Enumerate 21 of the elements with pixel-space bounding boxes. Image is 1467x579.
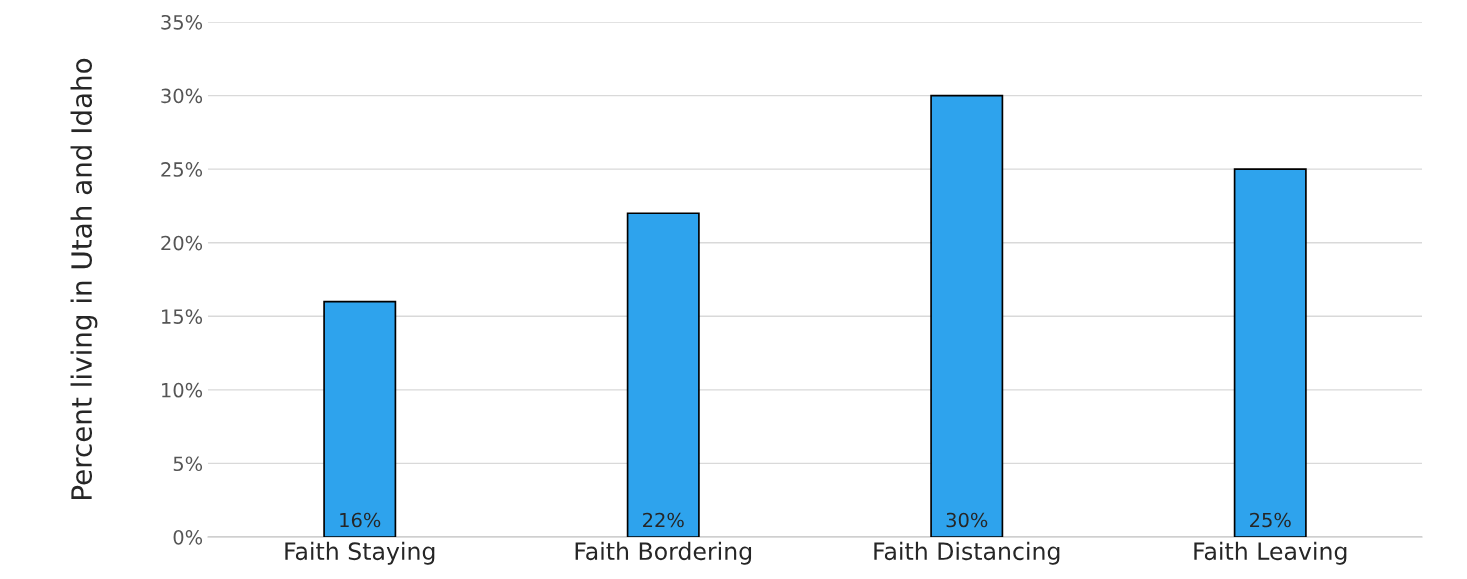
y-tick-label: 5%	[173, 456, 203, 472]
bar	[1233, 168, 1307, 537]
y-tick-label: 35%	[161, 14, 203, 30]
y-axis-title: Percent living in Utah and Idaho	[70, 58, 98, 499]
bar	[930, 94, 1004, 537]
data-label: 22%	[643, 512, 684, 528]
y-tick-label: 30%	[161, 88, 203, 104]
data-label: 16%	[340, 512, 381, 528]
y-tick-label: 20%	[161, 235, 203, 251]
x-tick-label: Faith Distancing	[874, 541, 1060, 565]
x-tick-label: Faith Bordering	[575, 541, 752, 565]
x-tick-label: Faith Staying	[285, 541, 435, 565]
y-tick-label: 15%	[162, 309, 203, 324]
y-tick-label: 0%	[173, 529, 203, 545]
data-label: 25%	[1250, 512, 1291, 528]
x-tick-label: Faith Leaving	[1194, 541, 1347, 565]
data-label: 30%	[946, 512, 988, 528]
y-tick-label: 25%	[161, 162, 203, 177]
y-tick-label: 10%	[162, 382, 203, 398]
bar	[323, 300, 397, 537]
bar	[626, 212, 700, 537]
